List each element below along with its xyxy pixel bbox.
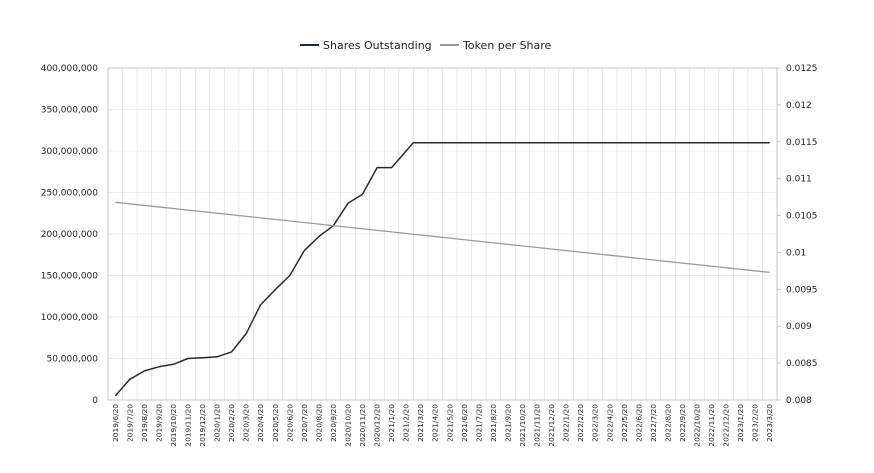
y-left-tick-label: 350,000,000 — [41, 106, 99, 116]
y-right-tick-label: 0.012 — [786, 101, 812, 111]
y-left-tick-label: 50,000,000 — [46, 355, 98, 365]
x-tick-label: 2021/4/20 — [431, 404, 440, 442]
y-left-tick-label: 0 — [92, 396, 98, 406]
x-tick-label: 2019/10/20 — [169, 404, 178, 447]
y-left-tick-label: 200,000,000 — [41, 230, 99, 240]
x-tick-label: 2021/8/20 — [489, 404, 498, 442]
x-tick-label: 2022/6/20 — [634, 404, 643, 442]
x-tick-label: 2021/7/20 — [474, 404, 483, 442]
x-tick-label: 2023/3/20 — [765, 404, 774, 442]
x-tick-label: 2020/1/20 — [213, 404, 222, 442]
x-tick-label: 2020/5/20 — [271, 404, 280, 442]
x-tick-label: 2021/1/20 — [387, 404, 396, 442]
y-right-tick-label: 0.0085 — [786, 359, 818, 369]
x-tick-label: 2020/2/20 — [227, 404, 236, 442]
y-right-tick-label: 0.01 — [786, 248, 806, 258]
y-left-tick-label: 100,000,000 — [41, 313, 99, 323]
x-tick-label: 2020/11/20 — [358, 404, 367, 447]
x-tick-label: 2020/3/20 — [242, 404, 251, 442]
series-line-token-per-share — [115, 201, 770, 274]
plot-border — [107, 67, 778, 401]
x-tick-label: 2019/11/20 — [183, 404, 192, 447]
y-right-tick-label: 0.0115 — [786, 138, 818, 148]
y-left-tick-label: 400,000,000 — [41, 64, 99, 74]
x-tick-label: 2020/10/20 — [343, 404, 352, 447]
series-layer — [114, 141, 770, 397]
right-axis: 0.008 0.0085 0.009 0.0095 0.01 0.0105 0.011 0.0… — [777, 64, 818, 406]
x-tick-label: 2022/12/20 — [722, 404, 731, 447]
x-tick-label: 2022/3/20 — [591, 404, 600, 442]
x-tick-label: 2022/2/20 — [576, 404, 585, 442]
gridlines — [107, 67, 778, 401]
y-left-tick-label: 300,000,000 — [41, 147, 99, 157]
x-tick-label: 2021/10/20 — [518, 404, 527, 447]
x-tick-label: 2019/6/20 — [111, 404, 120, 442]
x-tick-label: 2022/11/20 — [707, 404, 716, 447]
x-tick-label: 2020/6/20 — [285, 404, 294, 442]
series-line-shares-outstanding — [114, 141, 770, 397]
x-tick-label: 2022/5/20 — [620, 404, 629, 442]
plot-area — [107, 67, 778, 401]
x-tick-label: 2021/2/20 — [402, 404, 411, 442]
x-tick-label: 2021/11/20 — [533, 404, 542, 447]
x-tick-label: 2019/9/20 — [154, 404, 163, 442]
x-tick-label: 2023/2/20 — [751, 404, 760, 442]
y-right-tick-label: 0.011 — [786, 175, 812, 185]
x-axis: 2019/6/20 2019/7/20 2019/8/20 2019/9/20 2019… — [111, 404, 774, 447]
y-right-tick-label: 0.008 — [786, 396, 812, 406]
y-right-tick-label: 0.0095 — [786, 285, 818, 295]
x-tick-label: 2022/7/20 — [649, 404, 658, 442]
y-right-tick-label: 0.0105 — [786, 212, 818, 222]
x-tick-label: 2021/12/20 — [547, 404, 556, 447]
x-tick-label: 2021/3/20 — [416, 404, 425, 442]
x-tick-label: 2021/6/20 — [460, 404, 469, 442]
x-tick-label: 2020/8/20 — [314, 404, 323, 442]
x-tick-label: 2020/7/20 — [300, 404, 309, 442]
y-right-tick-label: 0.0125 — [786, 64, 818, 74]
x-tick-label: 2022/9/20 — [678, 404, 687, 442]
x-tick-label: 2019/12/20 — [198, 404, 207, 447]
x-tick-label: 2022/8/20 — [663, 404, 672, 442]
x-tick-label: 2022/4/20 — [605, 404, 614, 442]
x-tick-label: 2023/1/20 — [736, 404, 745, 442]
x-tick-label: 2020/4/20 — [256, 404, 265, 442]
x-tick-label: 2020/9/20 — [329, 404, 338, 442]
y-left-tick-label: 250,000,000 — [41, 189, 99, 199]
y-right-tick-label: 0.009 — [786, 322, 812, 332]
x-tick-label: 2019/7/20 — [125, 404, 134, 442]
legend: Shares Outstanding Token per Share — [300, 39, 552, 52]
legend-label-token-per-share: Token per Share — [462, 39, 552, 52]
legend-label-shares-outstanding: Shares Outstanding — [323, 39, 432, 52]
x-tick-label: 2022/1/20 — [562, 404, 571, 442]
left-axis: 0 50,000,000 100,000,000 150,000,000 200,000… — [41, 64, 99, 406]
x-tick-label: 2021/5/20 — [445, 404, 454, 442]
x-tick-label: 2021/9/20 — [503, 404, 512, 442]
y-left-tick-label: 150,000,000 — [41, 272, 99, 282]
x-tick-label: 2022/10/20 — [693, 404, 702, 447]
x-tick-label: 2020/12/20 — [373, 404, 382, 447]
x-tick-label: 2019/8/20 — [140, 404, 149, 442]
